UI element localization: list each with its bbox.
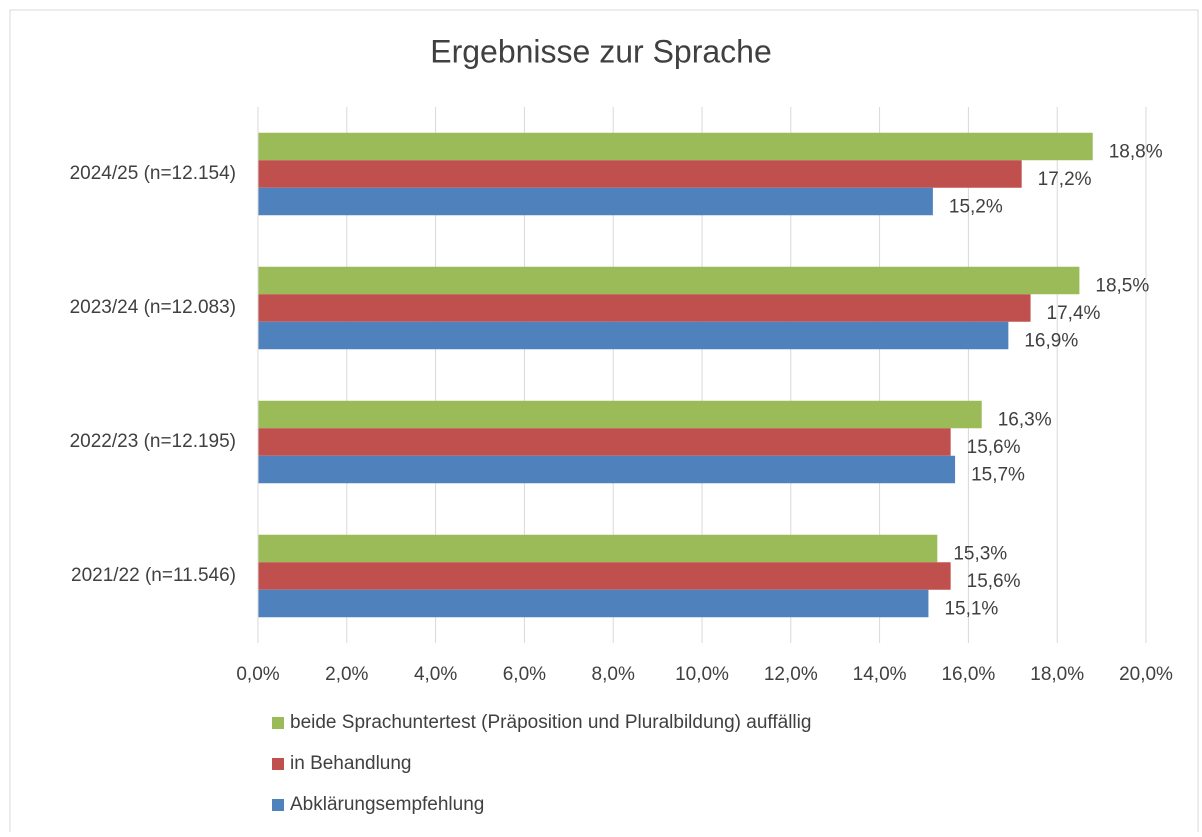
- y-tick-label: 2022/23 (n=12.195): [70, 431, 236, 452]
- value-label: 16,9%: [1024, 331, 1078, 352]
- x-tick-label: 18,0%: [1030, 664, 1084, 685]
- value-label: 18,5%: [1095, 276, 1149, 297]
- bar: [258, 400, 982, 429]
- legend-label: in Behandlung: [290, 753, 412, 774]
- bar: [258, 534, 938, 563]
- legend-swatch: [272, 717, 284, 729]
- value-label: 17,2%: [1038, 169, 1092, 190]
- bar: [258, 562, 951, 590]
- x-tick-label: 4,0%: [414, 664, 457, 685]
- x-tick-label: 0,0%: [236, 664, 279, 685]
- value-label: 18,8%: [1109, 142, 1163, 163]
- value-label: 15,2%: [949, 197, 1003, 218]
- value-label: 15,7%: [971, 465, 1025, 486]
- legend-swatch: [272, 758, 284, 770]
- value-label: 15,6%: [967, 437, 1021, 458]
- value-label: 16,3%: [998, 410, 1052, 431]
- value-label: 15,6%: [967, 571, 1021, 592]
- x-tick-label: 10,0%: [675, 664, 729, 685]
- x-tick-label: 16,0%: [941, 664, 995, 685]
- legend-swatch: [272, 799, 284, 811]
- y-tick-label: 2021/22 (n=11.546): [71, 565, 236, 586]
- chart-title: Ergebnisse zur Sprache: [430, 33, 772, 69]
- value-label: 17,4%: [1047, 303, 1101, 324]
- y-tick-label: 2023/24 (n=12.083): [70, 297, 236, 318]
- x-tick-label: 14,0%: [853, 664, 907, 685]
- bar: [258, 187, 933, 216]
- bar: [258, 321, 1009, 350]
- x-tick-label: 12,0%: [764, 664, 818, 685]
- legend-label: Abklärungsempfehlung: [290, 794, 484, 815]
- bar: [258, 132, 1093, 161]
- bar: [258, 160, 1022, 188]
- legend-label: beide Sprachuntertest (Präposition und P…: [290, 712, 811, 733]
- value-label: 15,3%: [953, 544, 1007, 565]
- bar: [258, 294, 1031, 322]
- x-tick-label: 6,0%: [503, 664, 546, 685]
- bar: [258, 455, 956, 484]
- value-label: 15,1%: [944, 599, 998, 620]
- x-tick-label: 20,0%: [1119, 664, 1173, 685]
- bar: [258, 428, 951, 456]
- x-tick-label: 8,0%: [592, 664, 635, 685]
- bar: [258, 589, 929, 618]
- bar: [258, 266, 1080, 295]
- x-tick-label: 2,0%: [325, 664, 368, 685]
- y-tick-label: 2024/25 (n=12.154): [70, 163, 236, 184]
